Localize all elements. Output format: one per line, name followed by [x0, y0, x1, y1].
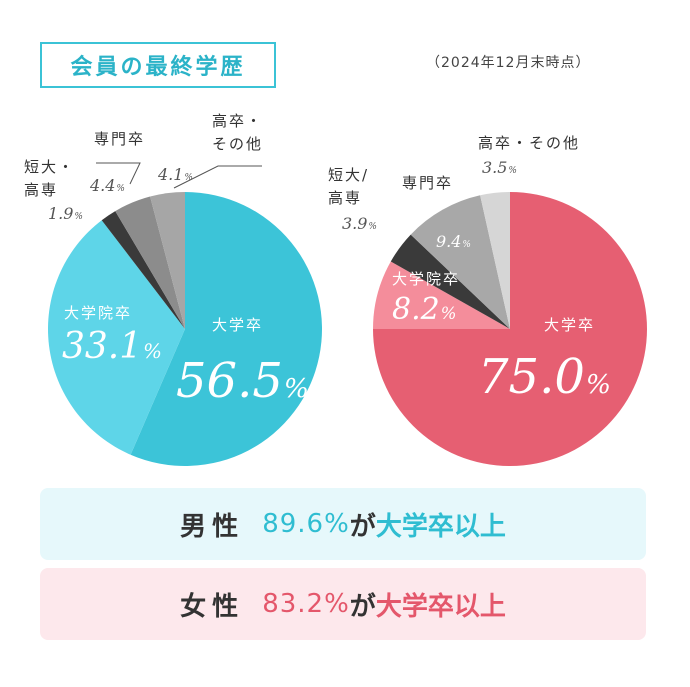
female-slice-4 [480, 192, 510, 329]
female-summary-mid: が [349, 591, 376, 622]
male-vocational-pct: 4.4% [90, 176, 125, 195]
male-univ-pct: 56.5% [176, 353, 309, 409]
female-summary-gender: 女性 [180, 591, 245, 622]
male-slice-0 [130, 192, 322, 466]
female-slice-1 [373, 261, 510, 329]
female-pie [373, 192, 647, 466]
male-grad-label: 大学院卒 [64, 304, 133, 322]
male-junior-label: 短大・ 高専 [24, 158, 76, 199]
male-slice-2 [101, 211, 185, 329]
female-other-label: 高卒・その他 [478, 134, 581, 152]
male-pie [47, 192, 322, 466]
male-summary-value: 89.6% [262, 509, 350, 539]
female-other-pct: 3.5% [482, 158, 517, 177]
female-junior-pct: 3.9% [342, 214, 377, 233]
female-summary-value: 83.2% [262, 589, 350, 619]
male-summary-gender: 男性 [180, 511, 245, 542]
female-vocational-pct: 9.4% [436, 232, 471, 251]
leader-line-other [173, 165, 262, 189]
female-junior-label: 短大/ 高専 [328, 166, 370, 207]
male-junior-pct: 1.9% [48, 204, 83, 223]
male-summary-mid: が [349, 511, 376, 542]
male-summary-tail: 大学卒以上 [375, 511, 506, 542]
female-slice-3 [410, 195, 510, 329]
female-grad-label: 大学院卒 [392, 270, 461, 288]
female-summary-box: 女性 83.2% が 大学卒以上 [40, 568, 646, 640]
male-grad-pct: 33.1% [62, 326, 162, 367]
male-univ-label: 大学卒 [212, 316, 264, 334]
leader-line-vocational [96, 162, 141, 185]
female-univ-pct: 75.0% [478, 349, 611, 405]
page-title: 会員の最終学歴 [40, 42, 276, 88]
female-summary-tail: 大学卒以上 [375, 591, 506, 622]
date-note: （2024年12月末時点） [426, 55, 591, 71]
male-other-label: 高卒・ その他 [212, 112, 264, 153]
male-slice-4 [150, 192, 185, 329]
male-other-pct: 4.1% [158, 165, 193, 184]
female-slice-2 [390, 234, 510, 329]
male-slice-1 [47, 220, 185, 455]
male-vocational-label: 専門卒 [94, 130, 146, 148]
male-slice-3 [115, 196, 185, 329]
male-summary-box: 男性 89.6% が 大学卒以上 [40, 488, 646, 560]
female-vocational-label: 専門卒 [402, 174, 454, 192]
female-univ-label: 大学卒 [544, 316, 596, 334]
female-grad-pct: 8.2% [392, 292, 457, 327]
